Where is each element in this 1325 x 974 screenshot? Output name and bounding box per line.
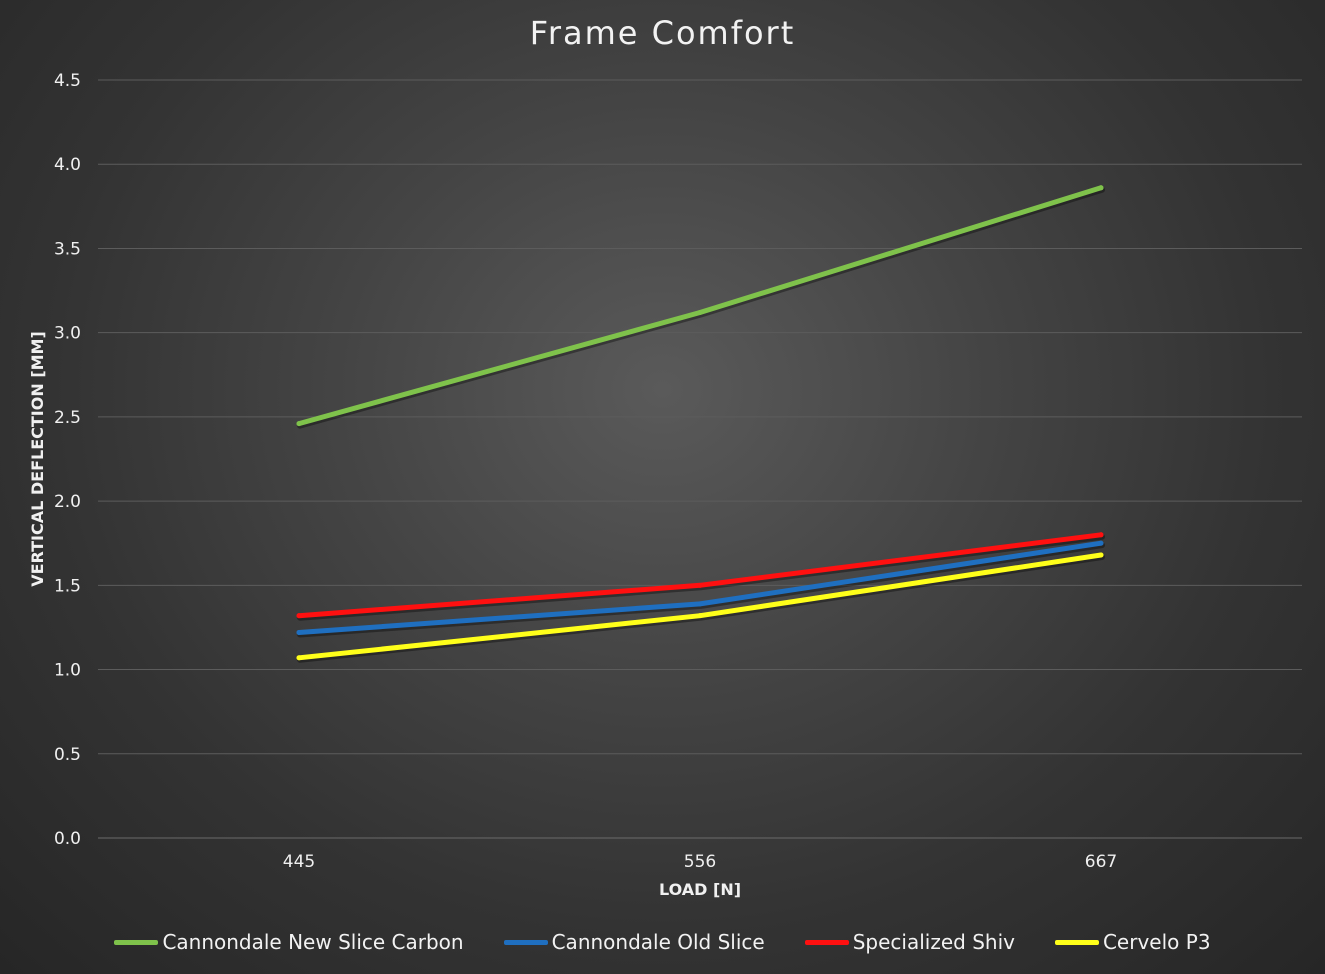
legend-label: Cannondale Old Slice (551, 930, 765, 954)
legend: Cannondale New Slice Carbon Cannondale Ol… (0, 930, 1325, 954)
series-cannondale-new-slice-carbon (296, 185, 1105, 429)
y-tick-label: 1.5 (54, 576, 81, 596)
y-tick-label: 3.5 (54, 239, 81, 259)
data-point (1098, 185, 1104, 191)
y-tick-label: 4.5 (54, 71, 81, 91)
x-tick-label: 667 (1085, 852, 1117, 872)
data-point (697, 613, 703, 619)
y-tick-label: 1.0 (54, 661, 81, 681)
y-tick-label: 3.0 (54, 324, 81, 344)
data-point (296, 655, 302, 661)
data-point (697, 309, 703, 315)
series-specialized-shiv (296, 532, 1105, 621)
data-point (1098, 532, 1104, 538)
data-point (296, 421, 302, 427)
data-point (296, 613, 302, 619)
series-line (296, 185, 1104, 427)
data-point (697, 601, 703, 607)
legend-swatch (1054, 939, 1099, 945)
series-cervelo-p3 (296, 552, 1105, 663)
y-tick-label: 4.0 (54, 155, 81, 175)
y-tick-label: 0.5 (54, 745, 81, 765)
legend-swatch (114, 939, 159, 945)
legend-swatch (503, 939, 548, 945)
y-axis-title: VERTICAL DEFLECTION [MM] (28, 331, 47, 587)
legend-item: Cannondale Old Slice (503, 930, 765, 954)
chart-title: Frame Comfort (529, 14, 796, 52)
legend-item: Cannondale New Slice Carbon (114, 930, 464, 954)
legend-item: Cervelo P3 (1054, 930, 1211, 954)
legend-swatch (804, 939, 849, 945)
x-axis-title: LOAD [N] (659, 880, 741, 899)
data-point (296, 629, 302, 635)
data-point (1098, 540, 1104, 546)
y-tick-label: 0.0 (54, 829, 81, 849)
data-point (697, 582, 703, 588)
y-tick-label: 2.5 (54, 408, 81, 428)
legend-label: Cannondale New Slice Carbon (162, 930, 464, 954)
series-cannondale-old-slice (296, 540, 1105, 638)
x-tick-label: 445 (283, 852, 315, 872)
legend-label: Specialized Shiv (852, 930, 1015, 954)
x-tick-label: 556 (684, 852, 716, 872)
data-point (1098, 552, 1104, 558)
legend-item: Specialized Shiv (804, 930, 1015, 954)
legend-label: Cervelo P3 (1102, 930, 1211, 954)
y-tick-label: 2.0 (54, 492, 81, 512)
